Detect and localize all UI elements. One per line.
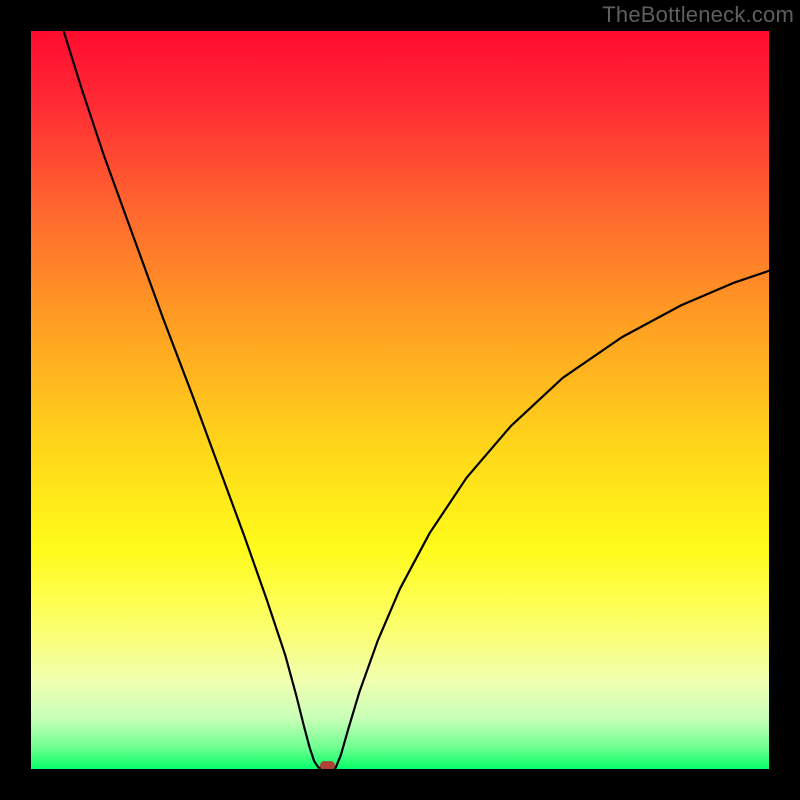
plot-background [30, 30, 770, 770]
minimum-marker [320, 761, 335, 770]
bottleneck-chart: TheBottleneck.com [0, 0, 800, 800]
chart-svg [0, 0, 800, 800]
